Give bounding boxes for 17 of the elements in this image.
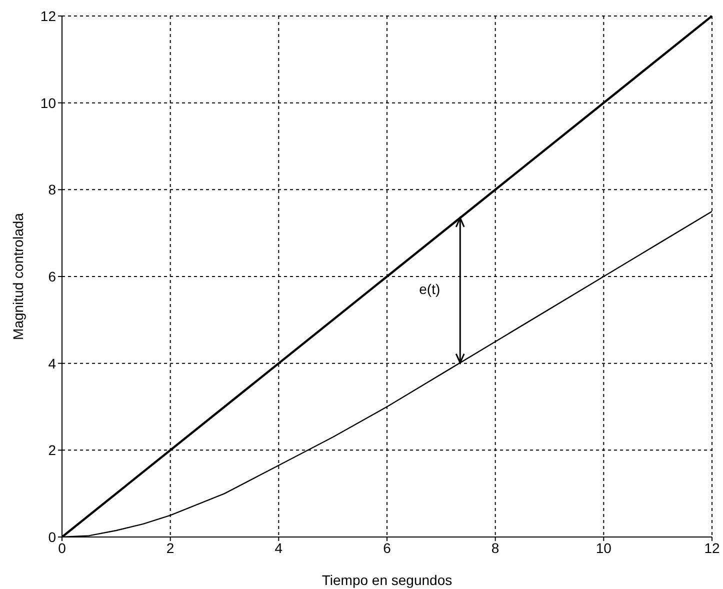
x-tick-label: 0: [58, 540, 66, 556]
annotation: e(t): [419, 281, 440, 298]
y-tick-label: 10: [40, 94, 56, 111]
y-tick-label: 6: [48, 268, 56, 284]
y-axis-title: Magnitud controlada: [10, 212, 26, 340]
x-axis-title: Tiempo en segundos: [322, 572, 452, 588]
x-tick-label: 4: [274, 540, 283, 556]
x-tick-label: 2: [166, 540, 174, 556]
x-tick-label: 10: [596, 540, 612, 556]
y-tick-label: 8: [48, 182, 56, 198]
y-tick-label: 4: [48, 355, 56, 372]
x-tick-label: 6: [383, 540, 392, 556]
y-tick-label: 12: [40, 8, 56, 24]
y-tick-label: 2: [48, 442, 56, 458]
x-tick-label: 12: [704, 540, 720, 556]
y-tick-label: 0: [48, 528, 56, 545]
x-tick-label: 8: [491, 540, 500, 556]
